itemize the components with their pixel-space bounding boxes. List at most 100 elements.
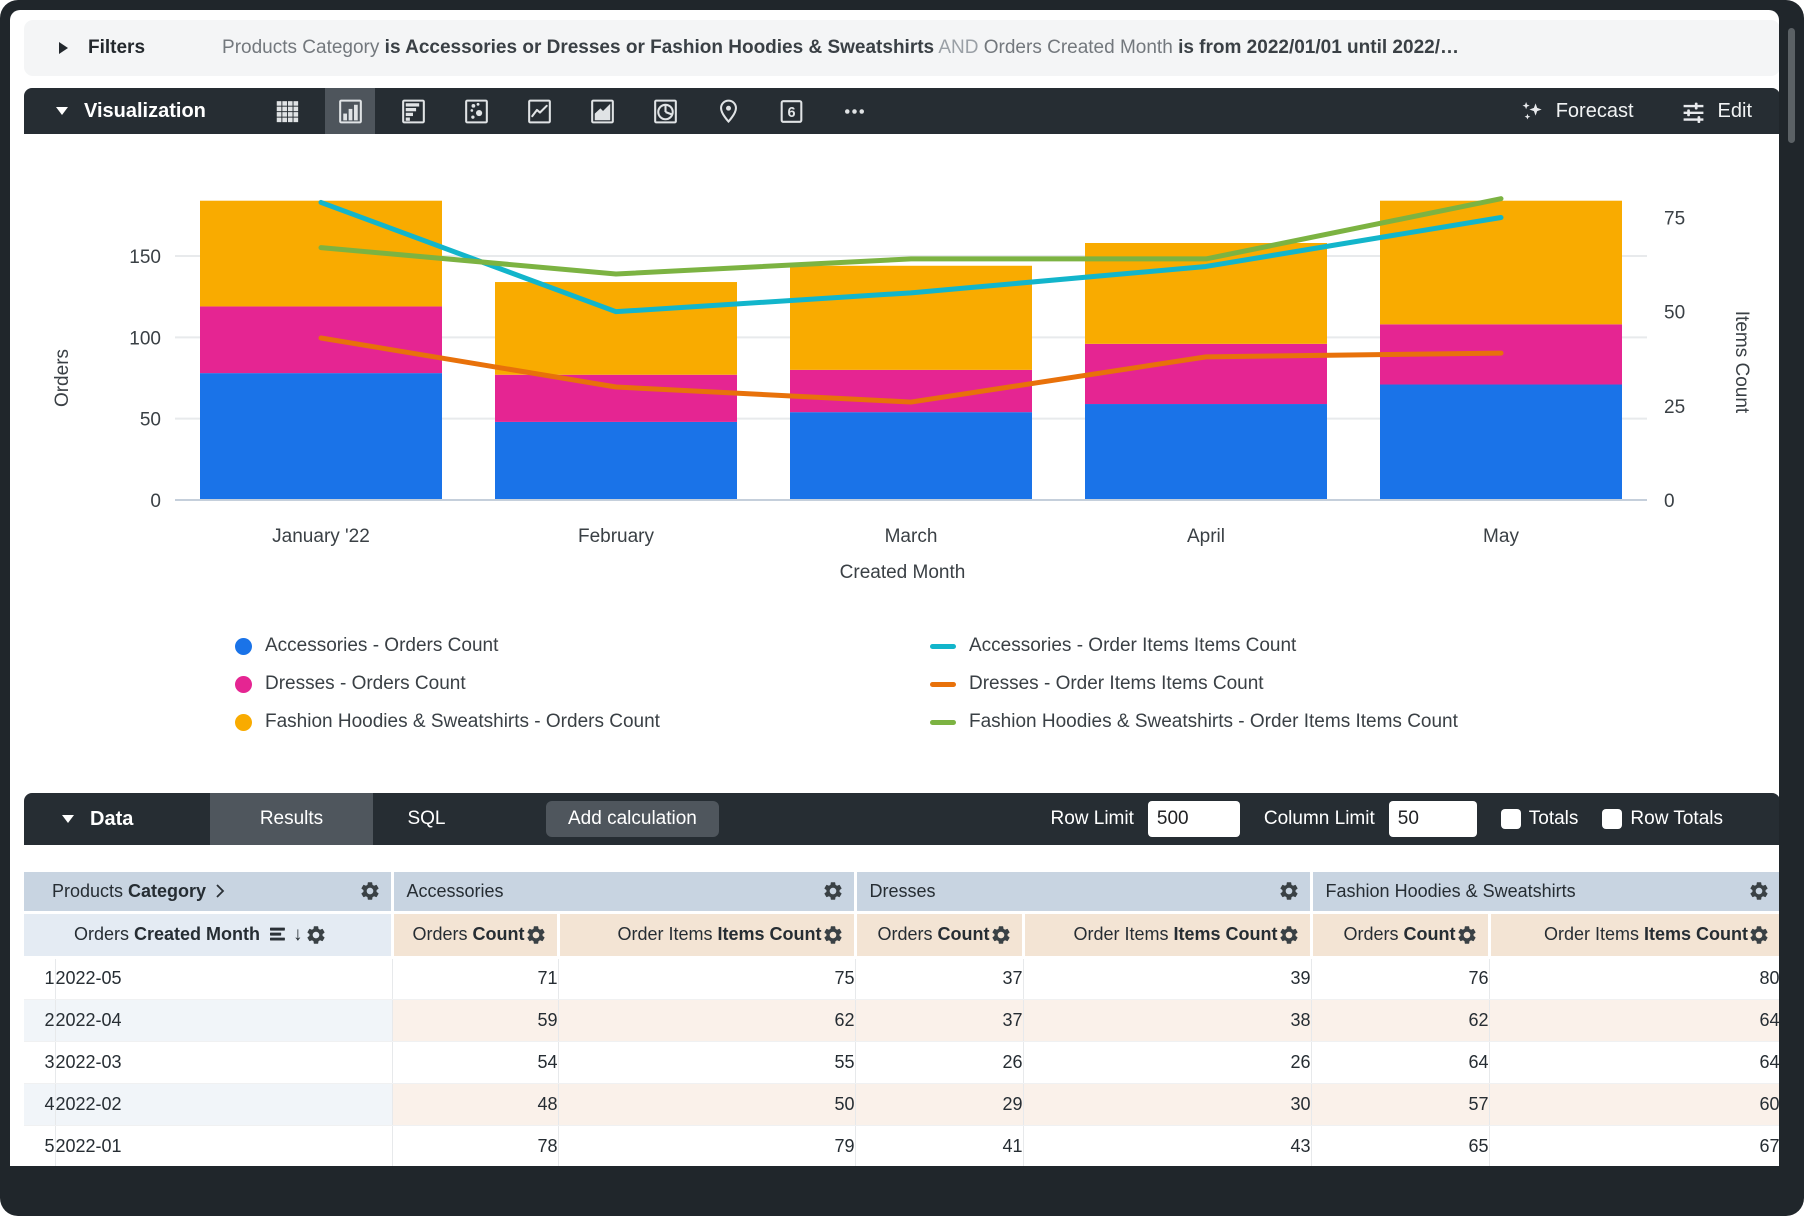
measure-value[interactable]: 26 — [1023, 1041, 1312, 1084]
edit-button[interactable]: Edit — [1680, 98, 1752, 125]
gear-icon[interactable] — [1278, 924, 1300, 946]
measure-value[interactable]: 71 — [392, 957, 559, 1000]
measure-value[interactable]: 30 — [1023, 1083, 1312, 1126]
gear-icon[interactable] — [1748, 924, 1770, 946]
measure-value[interactable]: 41 — [855, 1125, 1024, 1166]
subtotal-icon[interactable] — [270, 926, 287, 943]
measure-value[interactable]: 29 — [855, 1083, 1024, 1126]
measure-section-header[interactable]: Dresses — [855, 872, 1313, 914]
measure-value[interactable]: 64 — [1489, 999, 1779, 1042]
bar-segment[interactable] — [200, 373, 442, 500]
measure-value[interactable]: 54 — [392, 1041, 559, 1084]
filters-bar[interactable]: Filters Products Category is Accessories… — [24, 20, 1779, 76]
dimension-value[interactable]: 2022-02 — [55, 1083, 393, 1126]
dimension-section-header[interactable]: Products Category — [24, 872, 394, 914]
dimension-value[interactable]: 2022-05 — [55, 957, 393, 1000]
column-limit-input[interactable] — [1388, 801, 1477, 837]
tab-sql[interactable]: SQL — [407, 808, 446, 829]
collapse-visualization-icon[interactable] — [56, 107, 68, 115]
measure-value[interactable]: 55 — [558, 1041, 856, 1084]
bar-chart-viz-icon[interactable] — [388, 88, 438, 134]
gear-icon[interactable] — [1456, 924, 1478, 946]
measure-value[interactable]: 78 — [392, 1125, 559, 1166]
gear-icon[interactable] — [525, 924, 547, 946]
measure-value[interactable]: 65 — [1311, 1125, 1490, 1166]
measure-value[interactable]: 75 — [558, 957, 856, 1000]
measure-value[interactable]: 76 — [1311, 957, 1490, 1000]
collapse-data-icon[interactable] — [62, 815, 74, 823]
dimension-value[interactable]: 2022-01 — [55, 1125, 393, 1166]
measure-value[interactable]: 57 — [1311, 1083, 1490, 1126]
gear-icon[interactable] — [990, 924, 1012, 946]
bar-segment[interactable] — [495, 282, 737, 375]
measure-value[interactable]: 26 — [855, 1041, 1024, 1084]
measure-column-header[interactable]: Order Items Items Count — [1023, 912, 1313, 959]
gear-icon[interactable] — [1278, 880, 1300, 902]
measure-value[interactable]: 39 — [1023, 957, 1312, 1000]
line-series[interactable] — [318, 196, 1504, 277]
measure-column-header[interactable]: Order Items Items Count — [558, 912, 857, 959]
legend-item[interactable]: Dresses - Orders Count — [235, 665, 660, 703]
forecast-button[interactable]: Forecast — [1518, 98, 1634, 125]
row-limit-input[interactable] — [1147, 801, 1240, 837]
measure-section-header[interactable]: Accessories — [392, 872, 857, 914]
table-row[interactable]: 1 2022-05 71 75 37 39 76 80 — [24, 957, 1779, 1000]
table-row[interactable]: 5 2022-01 78 79 41 43 65 67 — [24, 1125, 1779, 1166]
measure-value[interactable]: 62 — [558, 999, 856, 1042]
line-series[interactable] — [318, 335, 1504, 405]
table-row[interactable]: 4 2022-02 48 50 29 30 57 60 — [24, 1083, 1779, 1126]
measure-value[interactable]: 79 — [558, 1125, 856, 1166]
chevron-right-icon[interactable] — [215, 883, 225, 899]
table-row[interactable]: 3 2022-03 54 55 26 26 64 64 — [24, 1041, 1779, 1084]
pie-chart-viz-icon[interactable] — [640, 88, 690, 134]
single-value-viz-icon[interactable]: 6 — [766, 88, 816, 134]
measure-value[interactable]: 37 — [855, 957, 1024, 1000]
measure-column-header[interactable]: Orders Count — [855, 912, 1025, 959]
bar-segment[interactable] — [495, 374, 737, 422]
measure-column-header[interactable]: Orders Count — [392, 912, 560, 959]
row-totals-checkbox[interactable] — [1602, 809, 1623, 829]
measure-section-header[interactable]: Fashion Hoodies & Sweatshirts — [1311, 872, 1779, 914]
line-series[interactable] — [318, 199, 1504, 315]
legend-item[interactable]: Fashion Hoodies & Sweatshirts - Orders C… — [235, 703, 660, 741]
dimension-column-header[interactable]: Orders Created Month ↓ — [24, 912, 394, 959]
more-viz-icon[interactable] — [829, 88, 879, 134]
gear-icon[interactable] — [305, 924, 327, 946]
tab-results[interactable]: Results — [210, 793, 373, 845]
legend-item[interactable]: Dresses - Order Items Items Count — [930, 665, 1458, 703]
measure-value[interactable]: 80 — [1489, 957, 1779, 1000]
measure-value[interactable]: 59 — [392, 999, 559, 1042]
measure-column-header[interactable]: Order Items Items Count — [1489, 912, 1779, 959]
measure-value[interactable]: 50 — [558, 1083, 856, 1126]
gear-icon[interactable] — [1748, 880, 1770, 902]
add-calculation-button[interactable]: Add calculation — [546, 801, 719, 837]
bar-segment[interactable] — [1085, 404, 1327, 500]
measure-value[interactable]: 64 — [1489, 1041, 1779, 1084]
measure-value[interactable]: 38 — [1023, 999, 1312, 1042]
gear-icon[interactable] — [822, 880, 844, 902]
totals-checkbox[interactable] — [1500, 809, 1521, 829]
map-viz-icon[interactable] — [703, 88, 753, 134]
area-chart-viz-icon[interactable] — [577, 88, 627, 134]
table-viz-icon[interactable] — [262, 88, 312, 134]
measure-value[interactable]: 62 — [1311, 999, 1490, 1042]
column-chart-viz-icon[interactable] — [325, 88, 375, 134]
measure-value[interactable]: 64 — [1311, 1041, 1490, 1084]
vertical-scrollbar[interactable] — [1788, 28, 1795, 143]
measure-value[interactable]: 37 — [855, 999, 1024, 1042]
expand-filters-icon[interactable] — [59, 42, 68, 54]
gear-icon[interactable] — [822, 924, 844, 946]
measure-value[interactable]: 67 — [1489, 1125, 1779, 1166]
dimension-value[interactable]: 2022-04 — [55, 999, 393, 1042]
dimension-value[interactable]: 2022-03 — [55, 1041, 393, 1084]
table-row[interactable]: 2 2022-04 59 62 37 38 62 64 — [24, 999, 1779, 1042]
bar-segment[interactable] — [495, 421, 737, 500]
line-chart-viz-icon[interactable] — [514, 88, 564, 134]
gear-icon[interactable] — [359, 880, 381, 902]
bar-segment[interactable] — [790, 412, 1032, 500]
measure-value[interactable]: 48 — [392, 1083, 559, 1126]
bar-segment[interactable] — [1085, 343, 1327, 405]
legend-item[interactable]: Accessories - Orders Count — [235, 627, 660, 665]
legend-item[interactable]: Accessories - Order Items Items Count — [930, 627, 1458, 665]
bar-segment[interactable] — [1380, 384, 1622, 500]
